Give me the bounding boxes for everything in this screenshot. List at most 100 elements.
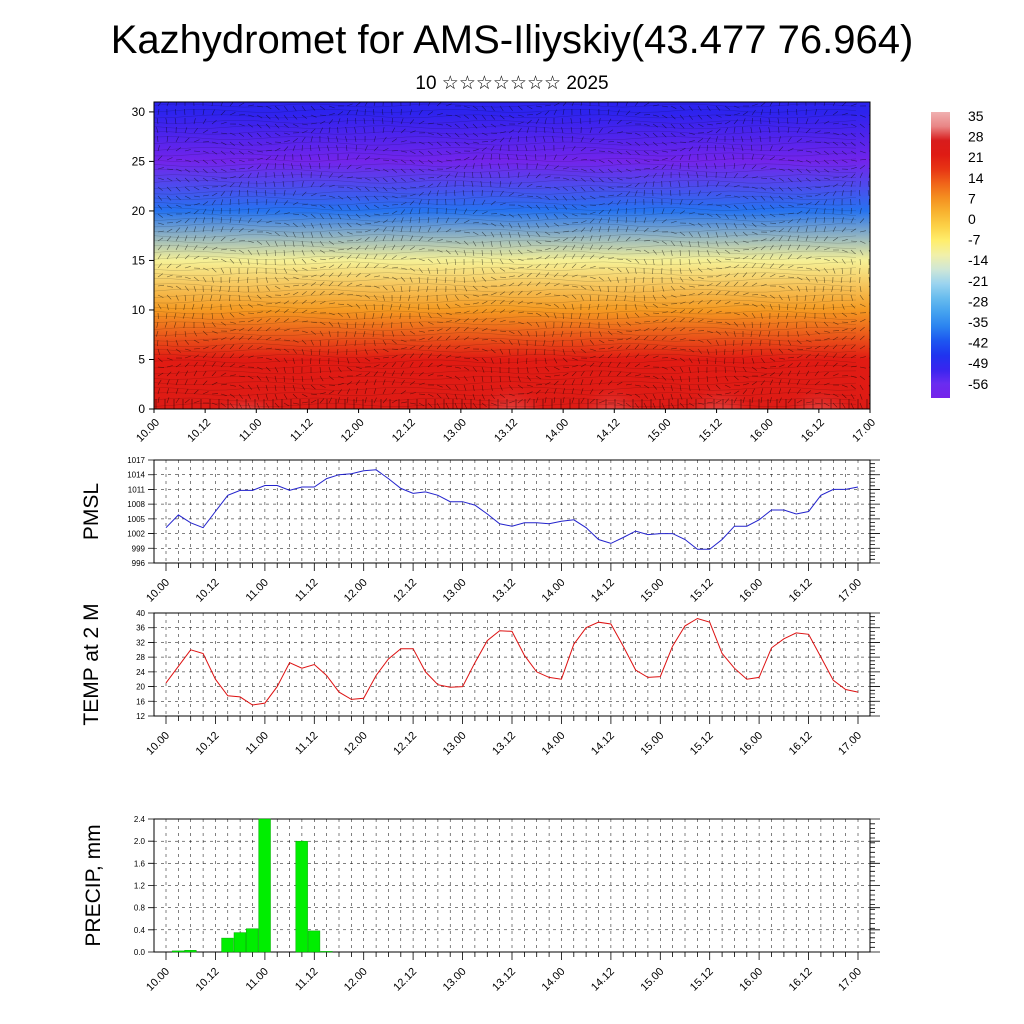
contour-line [154,212,857,217]
precip-bar [295,840,308,953]
heatmap-x-tick-label: 14.00 [543,417,571,445]
y-axis-label: PMSL [80,483,103,540]
heatmap-x-tick-label: 17.00 [850,417,878,445]
x-tick-label: 10.00 [144,966,172,994]
y-tick-label: 2.4 [134,815,146,824]
y-tick-label: 996 [132,559,146,568]
x-tick-label: 15.00 [638,730,666,758]
x-tick-label: 17.00 [836,577,864,605]
y-tick-label: 40 [136,609,145,618]
precip-panel: 0.0 0.4 0.8 1.2 1.6 2.0 2.4 10.00 10.12 11.00 11.1… [82,815,880,994]
heatmap-x-tick-label: 11.12 [288,417,315,444]
colorbar-label: 28 [968,129,984,145]
contour-line [154,207,857,211]
heatmap-x-tick-label: 15.12 [697,417,725,445]
temp-line [165,617,859,706]
contour-line [154,272,857,277]
colorbar-label: 7 [968,190,976,206]
x-tick-label: 15.12 [688,577,716,605]
heatmap-x-tick-label: 16.00 [748,417,776,445]
contour-line [154,223,857,228]
x-tick-label: 14.00 [540,730,568,758]
contour-line [154,354,857,358]
contour-line [154,365,857,369]
precip-bar [184,950,197,953]
colorbar-label: -49 [968,355,988,371]
x-tick-label: 14.12 [589,966,617,994]
x-tick-label: 11.12 [293,966,320,993]
contour-line [154,283,857,287]
heatmap-y-tick-label: 10 [132,303,146,317]
heatmap-x-tick-label: 12.12 [390,417,418,445]
grid-lines [154,459,870,564]
contour-line [154,332,857,337]
contour-line [154,163,857,168]
contour-line [154,261,857,266]
x-tick-label: 16.00 [737,730,765,758]
x-tick-label: 16.00 [737,577,765,605]
contour-line [154,376,857,380]
contour-line [154,403,857,407]
x-tick-label: 10.00 [144,577,172,605]
y-axis-label: PRECIP, mm [82,824,105,946]
contour-line [154,337,857,342]
y-tick-label: 1002 [127,530,145,539]
heatmap-x-tick-label: 12.00 [339,417,367,445]
contour-line [154,392,857,396]
x-tick-label: 16.12 [787,730,815,758]
x-tick-label: 14.00 [540,966,568,994]
colorbar-label: -56 [968,376,988,392]
y-tick-label: 36 [136,624,145,633]
precip-bar [246,928,259,953]
contour-line [154,152,857,157]
contour-line [154,125,857,130]
precip-bar [171,950,185,953]
temp-panel: 12 16 20 24 28 32 36 40 10.00 10.12 11.00 11.12 12.0… [80,603,880,758]
contour-line [154,190,857,195]
contour-line [154,386,857,391]
x-tick-label: 12.12 [391,577,419,605]
colorbar [931,112,950,398]
y-tick-label: 20 [136,683,145,692]
x-tick-label: 12.00 [342,730,370,758]
y-tick-label: 1005 [127,515,145,524]
contour-line [154,147,857,151]
contour-line [154,343,857,347]
axis-ticks [148,818,880,960]
heatmap-x-tick-label: 16.12 [799,417,827,445]
heatmap-y-tick-label: 5 [138,352,145,366]
contour-line [154,245,857,249]
precip-bar [320,951,333,953]
x-tick-label: 11.00 [244,577,271,604]
contour-line [154,381,857,386]
x-tick-label: 10.12 [194,577,222,605]
contour-line [154,168,856,173]
warm-bulge [685,351,754,409]
y-tick-label: 1017 [127,456,145,465]
y-axis-label: TEMP at 2 M [80,603,103,725]
contour-line [154,130,857,135]
contour-line [154,109,857,113]
contour-line [154,288,857,293]
x-tick-label: 15.12 [688,730,716,758]
colorbar-label: -35 [968,314,988,330]
heatmap-plot [154,102,870,409]
x-tick-label: 17.00 [836,966,864,994]
heatmap-y-tick-label: 20 [132,204,146,218]
colorbar-label: 35 [968,108,984,124]
y-tick-label: 16 [136,697,145,706]
x-tick-label: 17.00 [836,730,864,758]
y-tick-label: 1014 [127,471,145,480]
x-tick-label: 12.00 [342,577,370,605]
y-tick-label: 24 [136,668,145,677]
colorbar-label: -14 [968,252,988,268]
x-tick-label: 15.12 [688,966,716,994]
heatmap-y-tick-label: 30 [132,105,146,119]
x-tick-label: 14.00 [540,577,568,605]
heatmap-x-tick-label: 14.12 [594,417,622,445]
x-tick-label: 13.12 [490,730,518,758]
x-tick-label: 16.12 [787,966,815,994]
heatmap-y-tick-label: 15 [132,253,146,267]
colorbar-label: -21 [968,273,988,289]
